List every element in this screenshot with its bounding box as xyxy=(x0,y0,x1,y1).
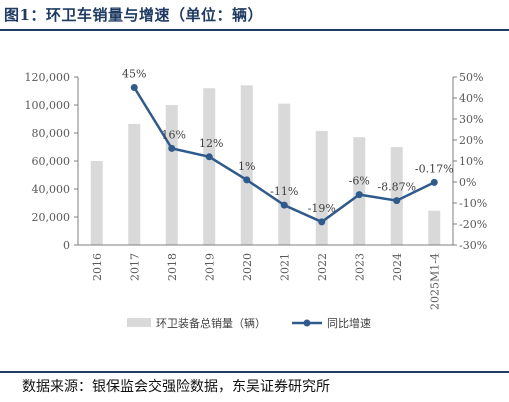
bar-2020 xyxy=(240,85,253,246)
right-tick-label: -20% xyxy=(459,218,487,231)
right-tick-label: 10% xyxy=(459,155,483,168)
bar-2018 xyxy=(165,105,178,245)
legend-bar-label: 环卫装备总销量（辆） xyxy=(156,316,266,330)
left-tick-label: 100,000 xyxy=(25,99,71,112)
growth-point-2025M1-4 xyxy=(430,178,438,186)
growth-label-2021: -11% xyxy=(270,185,298,198)
growth-label-2018: 16% xyxy=(162,128,186,141)
right-tick-label: 40% xyxy=(459,92,483,105)
x-tick-label: 2019 xyxy=(203,253,216,281)
growth-label-2017: 45% xyxy=(122,68,146,81)
growth-label-2024: -8.87% xyxy=(377,181,416,194)
source-divider xyxy=(0,371,509,373)
legend-bar-swatch xyxy=(127,318,151,327)
right-tick-label: -10% xyxy=(459,197,487,210)
left-tick-label: 60,000 xyxy=(32,155,71,168)
growth-point-2023 xyxy=(355,191,363,199)
growth-point-2020 xyxy=(243,176,251,184)
x-tick-label: 2018 xyxy=(166,253,179,281)
bar-2017 xyxy=(128,123,141,245)
right-tick-label: 30% xyxy=(459,113,483,126)
left-tick-label: 80,000 xyxy=(32,127,71,140)
growth-label-2025M1-4: -0.17% xyxy=(415,162,454,175)
x-tick-label: 2021 xyxy=(278,253,291,281)
growth-point-2019 xyxy=(205,153,213,161)
x-tick-label: 2023 xyxy=(353,253,366,281)
left-tick-label: 120,000 xyxy=(25,71,71,84)
figure-title: 图1：环卫车销量与增速（单位：辆） xyxy=(4,6,263,24)
right-tick-label: 0% xyxy=(459,176,476,189)
bar-2024 xyxy=(390,147,403,245)
x-tick-label: 2022 xyxy=(316,253,329,281)
growth-label-2019: 12% xyxy=(199,137,223,150)
left-tick-label: 0 xyxy=(63,239,70,252)
x-tick-label: 2025M1-4 xyxy=(428,253,441,310)
bar-2021 xyxy=(278,103,291,245)
source-note: 数据来源：银保监会交强险数据，东吴证券研究所 xyxy=(22,379,330,395)
growth-point-2024 xyxy=(393,197,401,205)
bar-2025M1-4 xyxy=(428,210,441,245)
growth-point-2022 xyxy=(318,218,326,226)
right-tick-label: 20% xyxy=(459,134,483,147)
x-tick-label: 2016 xyxy=(91,253,104,281)
x-tick-label: 2020 xyxy=(241,253,254,281)
bar-2019 xyxy=(203,88,216,245)
right-tick-label: 50% xyxy=(459,71,483,84)
bar-2022 xyxy=(315,130,328,245)
title-divider xyxy=(0,29,509,31)
x-tick-label: 2017 xyxy=(128,253,141,281)
chart: 0 20,000 40,000 60,000 80,000 100,000 120,000 -… xyxy=(25,68,488,331)
left-tick-label: 40,000 xyxy=(32,183,71,196)
legend-line-marker xyxy=(303,319,311,327)
left-tick-label: 20,000 xyxy=(32,211,71,224)
growth-label-2023: -6% xyxy=(349,175,370,188)
bar-2016 xyxy=(90,161,103,245)
growth-point-2018 xyxy=(168,144,176,152)
growth-label-2020: 1% xyxy=(238,160,255,173)
growth-point-2017 xyxy=(130,84,138,91)
x-tick-label: 2024 xyxy=(391,253,404,281)
legend-line-label: 同比增速 xyxy=(327,316,371,330)
growth-point-2021 xyxy=(280,201,288,209)
growth-label-2022: -19% xyxy=(308,202,336,215)
right-tick-label: -30% xyxy=(459,239,487,252)
